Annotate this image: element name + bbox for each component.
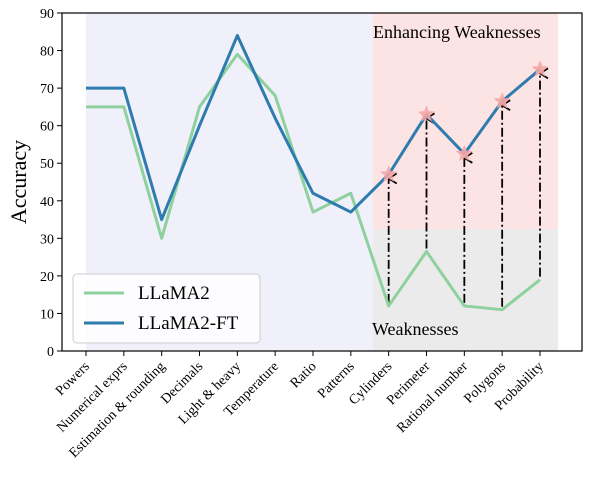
y-tick-label: 30 [40,232,54,247]
star-marker [455,144,473,162]
region-labels: Enhancing Weaknesses Weaknesses [372,22,541,339]
y-tick-label: 20 [40,270,54,285]
y-tick-label: 0 [47,345,54,360]
improvement-arrows [389,73,540,307]
star-markers [380,60,549,182]
enhancing-weaknesses-label: Enhancing Weaknesses [373,22,541,42]
y-tick-label: 60 [40,120,54,135]
star-marker [531,60,549,77]
legend: LLaMA2 LLaMA2-FT [72,273,261,344]
y-tick-label: 10 [40,307,54,322]
legend-label: LLaMA2-FT [138,313,239,334]
weaknesses-label: Weaknesses [372,319,459,339]
y-tick-label: 40 [40,195,54,210]
y-tick-label: 50 [40,157,54,172]
legend-label: LLaMA2 [138,283,210,304]
y-tick-label: 70 [40,82,54,97]
legend-box [72,273,261,344]
plot-frame [61,12,583,352]
y-axis-title: Accuracy [6,140,31,224]
star-marker [380,165,398,182]
x-tick-label: Rational number [394,359,471,436]
x-tick-label: Ratio [288,359,320,391]
series-line-llama2 [86,52,541,312]
y-tick-label: 80 [40,45,54,60]
enhancing-weaknesses-region [372,13,558,229]
star-marker [417,105,436,122]
star-marker [493,92,511,109]
y-tick-label: 90 [40,7,54,22]
